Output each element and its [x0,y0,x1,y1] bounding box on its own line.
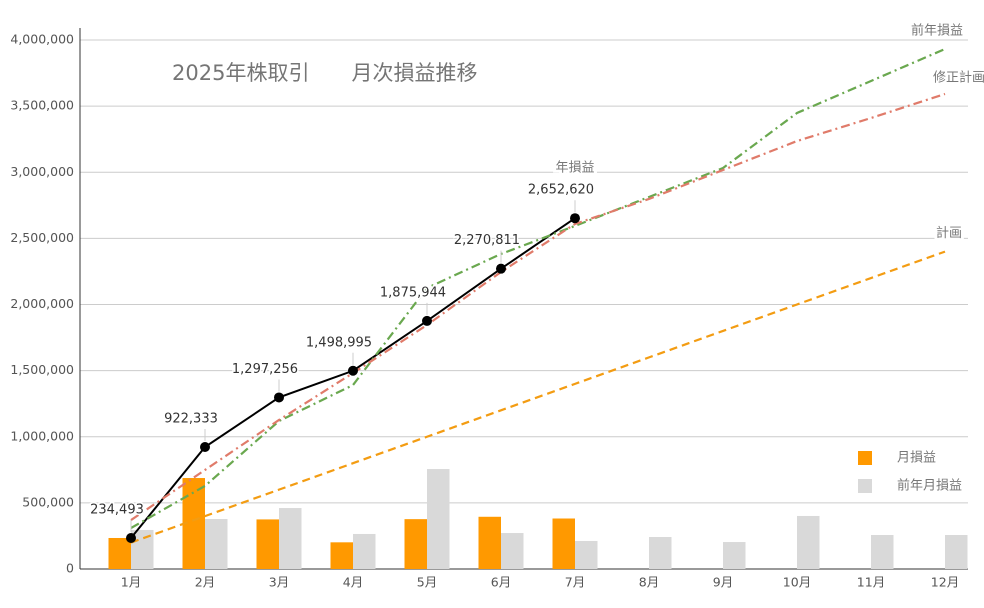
data-label: 922,333 [164,412,218,427]
grid [79,28,968,570]
point [348,365,358,376]
bar [279,508,302,569]
x-tick-label: 3月 [269,575,289,590]
bar [205,519,228,569]
lines [130,47,946,544]
y-tick-label: 2,000,000 [10,296,74,311]
x-tick-label: 4月 [343,575,363,590]
y-tick-label: 0 [66,561,74,576]
y-tick-label: 500,000 [22,494,74,509]
bar [478,516,501,569]
x-tick-label: 1月 [121,575,141,590]
bar [182,478,205,569]
bar [256,519,279,569]
bar [427,469,450,569]
point [200,442,210,453]
series-label: 修正計画 [933,69,984,85]
x-tick-label: 5月 [417,575,437,590]
x-tick-label: 8月 [639,575,659,590]
point [496,263,506,274]
point [570,213,580,224]
point [126,532,136,543]
y-tick-label: 4,000,000 [10,32,74,47]
point [422,315,432,326]
data-label: 1,498,995 [306,335,372,350]
series-label: 年損益 [555,161,594,176]
y-tick-label: 1,500,000 [10,362,74,377]
chart-title: 2025年株取引 月次損益推移 [172,61,477,85]
x-tick-label: 6月 [491,575,511,590]
legend-swatch [858,451,872,465]
x-tick-label: 10月 [783,575,811,590]
legend-label: 前年月損益 [897,478,962,494]
legend-swatch [858,479,872,493]
x-tick-label: 7月 [565,575,585,590]
data-label: 1,875,944 [380,285,446,300]
data-label: 234,493 [90,502,144,517]
y-tick-label: 3,000,000 [10,164,74,179]
x-tick-label: 12月 [931,575,959,590]
bars [108,469,968,569]
data-label: 2,270,811 [454,233,520,248]
line [130,250,946,544]
bar [404,519,427,569]
data-label: 2,652,620 [528,183,594,198]
x-tick-label: 9月 [713,575,733,590]
line [130,92,946,521]
line [130,47,946,529]
bar [108,537,131,569]
bar [501,533,524,569]
bar [723,542,746,569]
series-label: 前年損益 [911,22,963,38]
series-label: 計画 [936,225,962,241]
x-tick-label: 2月 [195,575,215,590]
point [274,392,284,403]
bar [353,533,376,569]
y-tick-label: 1,000,000 [10,428,74,443]
bar [797,515,820,569]
y-tick-label: 2,500,000 [10,230,74,245]
data-label: 1,297,256 [232,362,298,377]
bar [945,535,968,569]
bar [330,542,353,569]
bar [649,536,672,569]
x-tick-label: 11月 [857,575,885,590]
bar [575,540,598,569]
bar [552,518,575,569]
bar [871,535,894,569]
labels: 234,493 922,333 1,297,256 1,498,995 1,875,94… [89,19,984,543]
y-tick-label: 3,500,000 [10,98,74,113]
legend-label: 月損益 [897,451,936,466]
